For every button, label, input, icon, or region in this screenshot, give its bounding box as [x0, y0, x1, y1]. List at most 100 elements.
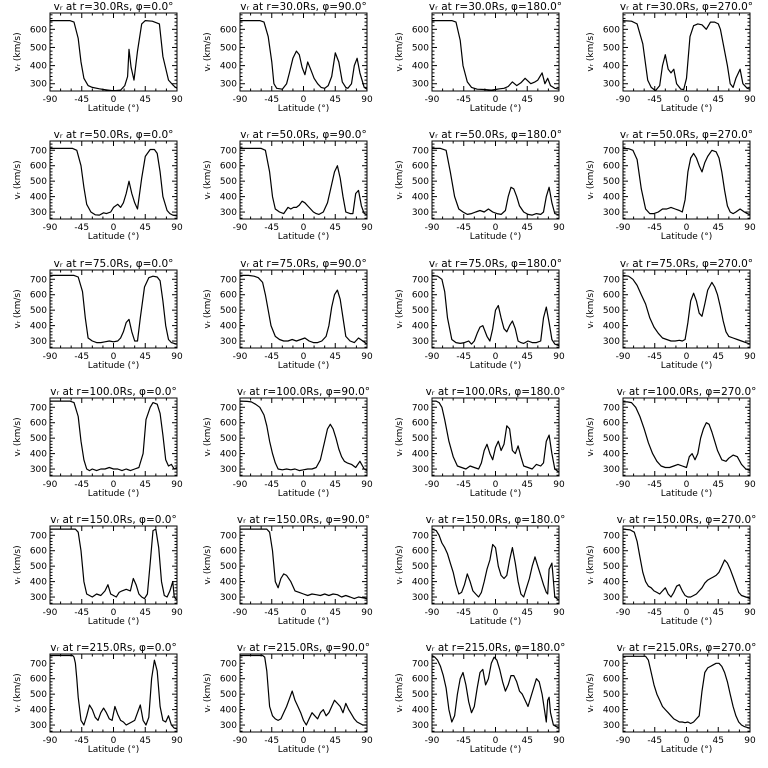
x-tick-label: -90	[425, 223, 440, 233]
panel-20: vᵣ at r=150.0Rs, φ=270.0° -90 -45 0 45 90 300 4…	[586, 514, 756, 627]
panel-13: vᵣ at r=100.0Rs, φ=0.0° -90 -45 0 45 90 300 400…	[13, 386, 183, 499]
y-tick-label: 300	[220, 80, 237, 90]
panel-7: vᵣ at r=50.0Rs, φ=180.0° -90 -45 0 45 90 300 40…	[395, 129, 565, 242]
x-tick-label: -45	[74, 608, 89, 618]
y-tick-label: 600	[220, 162, 237, 172]
x-tick-label: 45	[522, 480, 533, 490]
panel-16: vᵣ at r=100.0Rs, φ=270.0° -90 -45 0 45 90 300 4…	[586, 386, 756, 499]
x-tick-label: 90	[171, 352, 183, 362]
x-tick-label: 0	[493, 736, 499, 746]
x-axis-label: Latitude (°)	[88, 617, 139, 627]
x-tick-label: -45	[647, 736, 662, 746]
y-tick-label: 300	[412, 465, 429, 475]
x-tick-label: -90	[425, 95, 440, 105]
panel-title: vᵣ at r=30.0Rs, φ=180.0°	[429, 1, 562, 13]
x-tick-label: 0	[684, 352, 690, 362]
series-line	[432, 400, 560, 473]
x-tick-label: 45	[140, 480, 151, 490]
series-line	[622, 528, 751, 600]
panel-12: vᵣ at r=75.0Rs, φ=270.0° -90 -45 0 45 90 300 40…	[586, 258, 756, 371]
panel-title: vᵣ at r=75.0Rs, φ=270.0°	[620, 258, 753, 270]
y-tick-label: 600	[220, 675, 237, 685]
y-tick-label: 500	[30, 306, 47, 316]
y-tick-label: 600	[603, 25, 620, 35]
x-tick-label: 45	[140, 736, 151, 746]
panel-17: vᵣ at r=150.0Rs, φ=0.0° -90 -45 0 45 90 300 400…	[13, 514, 183, 627]
y-axis-label: vᵣ (km/s)	[586, 673, 596, 712]
y-tick-label: 700	[412, 146, 429, 156]
y-tick-label: 300	[30, 208, 47, 218]
panel-22: vᵣ at r=215.0Rs, φ=90.0° -90 -45 0 45 90 300 40…	[203, 642, 373, 755]
x-tick-label: 0	[301, 608, 307, 618]
panel-title: vᵣ at r=100.0Rs, φ=0.0°	[50, 386, 176, 398]
plot-frame	[431, 397, 560, 477]
y-tick-label: 700	[30, 531, 47, 541]
y-tick-label: 500	[603, 306, 620, 316]
plot-frame	[239, 397, 368, 477]
x-tick-label: 0	[301, 95, 307, 105]
y-tick-label: 400	[412, 450, 429, 460]
x-tick-label: 45	[140, 95, 151, 105]
y-axis-label: vᵣ (km/s)	[586, 289, 596, 328]
x-tick-label: -45	[74, 95, 89, 105]
y-tick-label: 500	[603, 434, 620, 444]
x-tick-label: -90	[233, 608, 248, 618]
x-tick-label: -45	[74, 480, 89, 490]
x-tick-label: 90	[171, 95, 183, 105]
x-axis-label: Latitude (°)	[278, 361, 329, 371]
y-tick-label: 700	[603, 531, 620, 541]
x-tick-label: 0	[684, 95, 690, 105]
panel-title: vᵣ at r=150.0Rs, φ=0.0°	[50, 514, 176, 526]
series-line	[622, 20, 751, 92]
x-tick-label: 45	[522, 608, 533, 618]
y-tick-label: 300	[603, 593, 620, 603]
x-tick-label: 90	[553, 736, 565, 746]
x-tick-label: -90	[43, 352, 58, 362]
series-line	[240, 20, 368, 90]
y-tick-label: 600	[30, 291, 47, 301]
series-line	[240, 274, 368, 345]
y-axis-label: vᵣ (km/s)	[13, 289, 23, 328]
x-tick-label: 90	[361, 95, 373, 105]
plot-frame	[431, 140, 560, 220]
y-axis-label: vᵣ (km/s)	[203, 673, 213, 712]
series-line	[623, 655, 751, 729]
x-tick-label: -45	[456, 608, 471, 618]
panel-18: vᵣ at r=150.0Rs, φ=90.0° -90 -45 0 45 90 300 40…	[203, 514, 373, 627]
y-tick-label: 300	[220, 337, 237, 347]
x-tick-label: -90	[233, 480, 248, 490]
panel-19: vᵣ at r=150.0Rs, φ=180.0° -90 -45 0 45 90 300 4…	[395, 514, 565, 627]
panel-title: vᵣ at r=215.0Rs, φ=180.0°	[426, 642, 566, 654]
y-tick-label: 300	[30, 80, 47, 90]
x-tick-label: -45	[456, 736, 471, 746]
x-tick-label: 0	[493, 223, 499, 233]
panel-title: vᵣ at r=215.0Rs, φ=0.0°	[50, 642, 176, 654]
y-tick-label: 600	[603, 162, 620, 172]
y-tick-label: 400	[220, 706, 237, 716]
x-tick-label: 45	[522, 352, 533, 362]
y-tick-label: 400	[220, 450, 237, 460]
y-axis-label: vᵣ (km/s)	[586, 32, 596, 71]
panel-title: vᵣ at r=30.0Rs, φ=270.0°	[620, 1, 753, 13]
plot-frame	[622, 525, 751, 605]
panel-24: vᵣ at r=215.0Rs, φ=270.0° -90 -45 0 45 90 300 4…	[586, 642, 756, 755]
plot-frame	[49, 525, 178, 605]
x-axis-label: Latitude (°)	[278, 104, 329, 114]
x-tick-label: -90	[425, 480, 440, 490]
x-tick-label: 45	[522, 95, 533, 105]
series-line	[622, 147, 751, 215]
y-tick-label: 400	[220, 193, 237, 203]
plot-frame	[49, 397, 178, 477]
x-tick-label: 0	[301, 480, 307, 490]
x-axis-label: Latitude (°)	[88, 745, 139, 755]
x-axis-label: Latitude (°)	[470, 617, 521, 627]
x-tick-label: 45	[330, 95, 341, 105]
x-tick-label: -90	[233, 95, 248, 105]
y-tick-label: 300	[30, 465, 47, 475]
x-tick-label: -45	[647, 95, 662, 105]
x-tick-label: 90	[361, 352, 373, 362]
y-tick-label: 500	[220, 43, 237, 53]
series-line	[50, 147, 178, 217]
series-line	[240, 528, 368, 600]
y-tick-label: 600	[412, 419, 429, 429]
